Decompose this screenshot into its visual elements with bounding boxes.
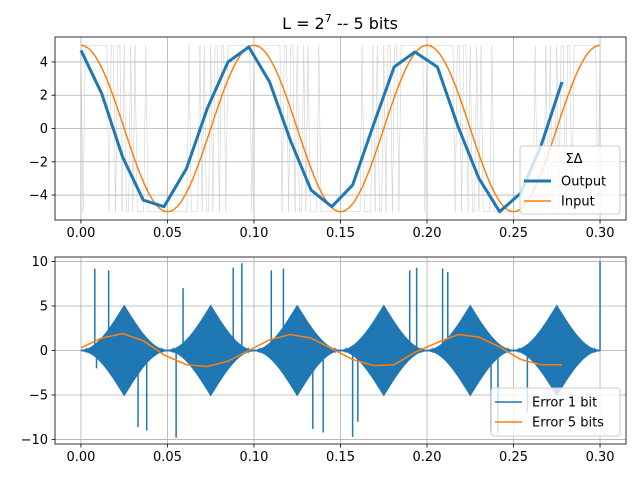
bottom-ytick-label-1: 5 [40, 299, 48, 314]
legend-output-label: Output [561, 175, 606, 190]
bottom-ytick-label-4: −10 [21, 433, 48, 448]
top-plot-group [79, 44, 601, 214]
top-xtick-label-0: 0.00 [66, 226, 95, 241]
bottom-axes: 0.00 0.05 0.10 0.15 0.20 0.25 0.30 10 5 0 −5 −10 Err… [21, 255, 627, 465]
top-xtick-label-3: 0.15 [326, 226, 355, 241]
output-series-line [79, 45, 564, 214]
error-1bit-lower-envelope [80, 349, 601, 397]
top-axes: 0.00 0.05 0.10 0.15 0.20 0.25 0.30 4 2 0 −2 −4 ΣΔ Out… [29, 36, 627, 241]
top-legend-title: ΣΔ [565, 152, 582, 167]
top-xtick-label-6: 0.30 [586, 226, 615, 241]
bottom-xtick-label-6: 0.30 [586, 450, 615, 465]
top-xtick-label-5: 0.25 [499, 226, 528, 241]
bottom-xtick-label-2: 0.10 [240, 450, 269, 465]
bottom-xtick-label-0: 0.00 [66, 450, 95, 465]
legend-input-label: Input [561, 195, 595, 210]
top-ytick-label-1: 2 [40, 89, 48, 104]
bottom-ytick-label-3: −5 [29, 389, 48, 404]
figure-title: L = 27 -- 5 bits [282, 12, 398, 33]
bottom-xtick-label-3: 0.15 [326, 450, 355, 465]
bottom-legend-box [490, 387, 621, 437]
top-xtick-label-2: 0.10 [240, 226, 269, 241]
error-5bits-line [80, 332, 562, 368]
legend-error-1bit-label: Error 1 bit [532, 396, 597, 411]
top-ytick-label-3: −2 [29, 155, 48, 170]
top-ytick-label-2: 0 [40, 122, 48, 137]
legend-error-5bits-label: Error 5 bits [532, 416, 604, 431]
top-ytick-label-4: −4 [29, 189, 48, 204]
bottom-legend: Error 1 bit Error 5 bits [490, 387, 621, 437]
top-xtick-label-4: 0.20 [413, 226, 442, 241]
bottom-xtick-label-5: 0.25 [499, 450, 528, 465]
bottom-xtick-label-1: 0.05 [153, 450, 182, 465]
top-ytick-label-0: 4 [40, 55, 48, 70]
bottom-ytick-label-0: 10 [31, 255, 48, 270]
bottom-ytick-label-2: 0 [40, 344, 48, 359]
top-legend: ΣΔ Output Input [519, 145, 621, 215]
top-legend-box [519, 145, 621, 215]
input-series-line [80, 44, 601, 213]
bottom-xtick-label-4: 0.20 [413, 450, 442, 465]
top-xtick-label-1: 0.05 [153, 226, 182, 241]
